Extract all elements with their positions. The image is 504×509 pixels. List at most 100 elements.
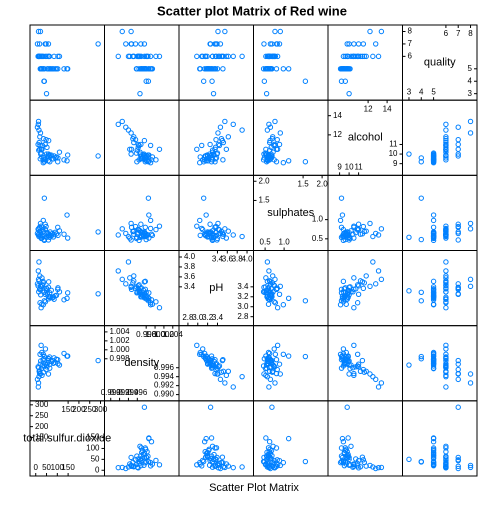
- tick-label: 150: [35, 433, 49, 442]
- scatter-point: [269, 41, 275, 47]
- scatter-point: [467, 130, 474, 136]
- scatter-point: [272, 53, 279, 60]
- tick-label: 9: [337, 162, 342, 171]
- scatter-point: [267, 66, 273, 72]
- scatter-point: [156, 305, 163, 311]
- scatter-point: [208, 435, 215, 441]
- scatter-point: [215, 462, 221, 469]
- tick-label: 8: [468, 29, 473, 38]
- scatter-point: [119, 276, 125, 283]
- scatter-point: [53, 66, 60, 72]
- scatter-point: [455, 136, 461, 143]
- scatter-point: [370, 259, 376, 265]
- panel-border: [402, 325, 478, 402]
- scatter-point: [285, 353, 292, 359]
- tick-label: 1.004: [110, 327, 131, 336]
- scatter-point: [64, 235, 71, 241]
- scatter-point: [115, 121, 121, 128]
- scatter-point: [148, 438, 155, 445]
- tick-label: 3.6: [184, 272, 196, 281]
- scatter-point: [455, 153, 461, 159]
- scatter-point: [133, 150, 140, 156]
- scatter-point: [267, 124, 274, 130]
- scatter-point: [145, 294, 151, 300]
- scatter-point: [35, 118, 42, 125]
- scatter-point: [363, 53, 369, 60]
- scatter-point: [207, 361, 213, 367]
- scatter-point: [145, 53, 151, 60]
- scatter-point: [430, 278, 437, 285]
- scatter-point: [215, 220, 221, 227]
- scatter-point: [40, 280, 47, 286]
- tick-label: 3.8: [184, 262, 196, 271]
- scatter-point: [37, 368, 43, 375]
- scatter-point: [199, 225, 205, 232]
- panel-border: [327, 174, 403, 251]
- scatter-point: [360, 285, 367, 292]
- scatter-point: [203, 435, 209, 442]
- scatter-point: [145, 78, 152, 84]
- scatter-point: [269, 280, 276, 286]
- scatter-point: [443, 268, 449, 274]
- scatter-point: [42, 141, 48, 148]
- scatter-point: [351, 305, 357, 311]
- scatter-point: [137, 234, 143, 240]
- scatter-point: [272, 118, 278, 125]
- scatter-point: [430, 154, 437, 160]
- scatter-point: [443, 127, 449, 133]
- scatter-point: [346, 288, 352, 294]
- scatter-point: [346, 456, 352, 463]
- scatter-point: [418, 289, 424, 296]
- scatter-point: [430, 150, 437, 156]
- scatter-point: [143, 236, 149, 243]
- scatter-point: [37, 283, 44, 290]
- scatter-point: [467, 283, 474, 290]
- scatter-point: [43, 136, 49, 143]
- scatter-point: [455, 237, 461, 243]
- scatter-point: [132, 136, 139, 143]
- scatter-point: [200, 78, 207, 84]
- scatter-point: [128, 151, 134, 157]
- scatter-point: [266, 152, 272, 158]
- scatter-point: [220, 66, 226, 72]
- scatter-point: [131, 231, 137, 237]
- scatter-point: [207, 41, 214, 47]
- scatter-point: [418, 353, 424, 360]
- scatter-point: [370, 233, 376, 240]
- scatter-point: [338, 290, 345, 296]
- scatter-point: [339, 66, 346, 72]
- scatter-point: [127, 146, 133, 152]
- scatter-point: [137, 90, 143, 97]
- scatter-point: [430, 365, 437, 372]
- scatter-point: [443, 144, 449, 151]
- variable-name: density: [124, 357, 159, 369]
- scatter-point: [215, 141, 222, 148]
- scatter-point: [206, 446, 212, 453]
- scatter-point: [127, 235, 133, 241]
- scatter-point: [209, 443, 216, 449]
- scatter-point: [125, 464, 132, 470]
- scatter-point: [280, 302, 287, 308]
- scatter-point: [266, 354, 272, 360]
- variable-name: alcohol: [348, 132, 383, 144]
- scatter-point: [37, 142, 43, 149]
- tick-label: 5: [468, 64, 473, 73]
- scatter-point: [264, 259, 271, 265]
- scatter-point: [43, 151, 50, 157]
- scatter-point: [137, 288, 143, 294]
- scatter-point: [266, 350, 273, 357]
- tick-label: 0.990: [101, 388, 122, 397]
- scatter-point: [302, 159, 309, 165]
- scatter-point: [46, 294, 53, 300]
- scatter-point: [272, 28, 278, 35]
- scatter-point: [42, 41, 48, 47]
- scatter-point: [53, 231, 60, 237]
- scatter-point: [210, 362, 217, 368]
- scatter-point: [277, 462, 283, 469]
- scatter-point: [266, 368, 273, 375]
- scatter-point: [37, 371, 44, 377]
- scatter-point: [35, 226, 42, 232]
- scatter-point: [338, 365, 345, 371]
- panel-border: [29, 24, 105, 101]
